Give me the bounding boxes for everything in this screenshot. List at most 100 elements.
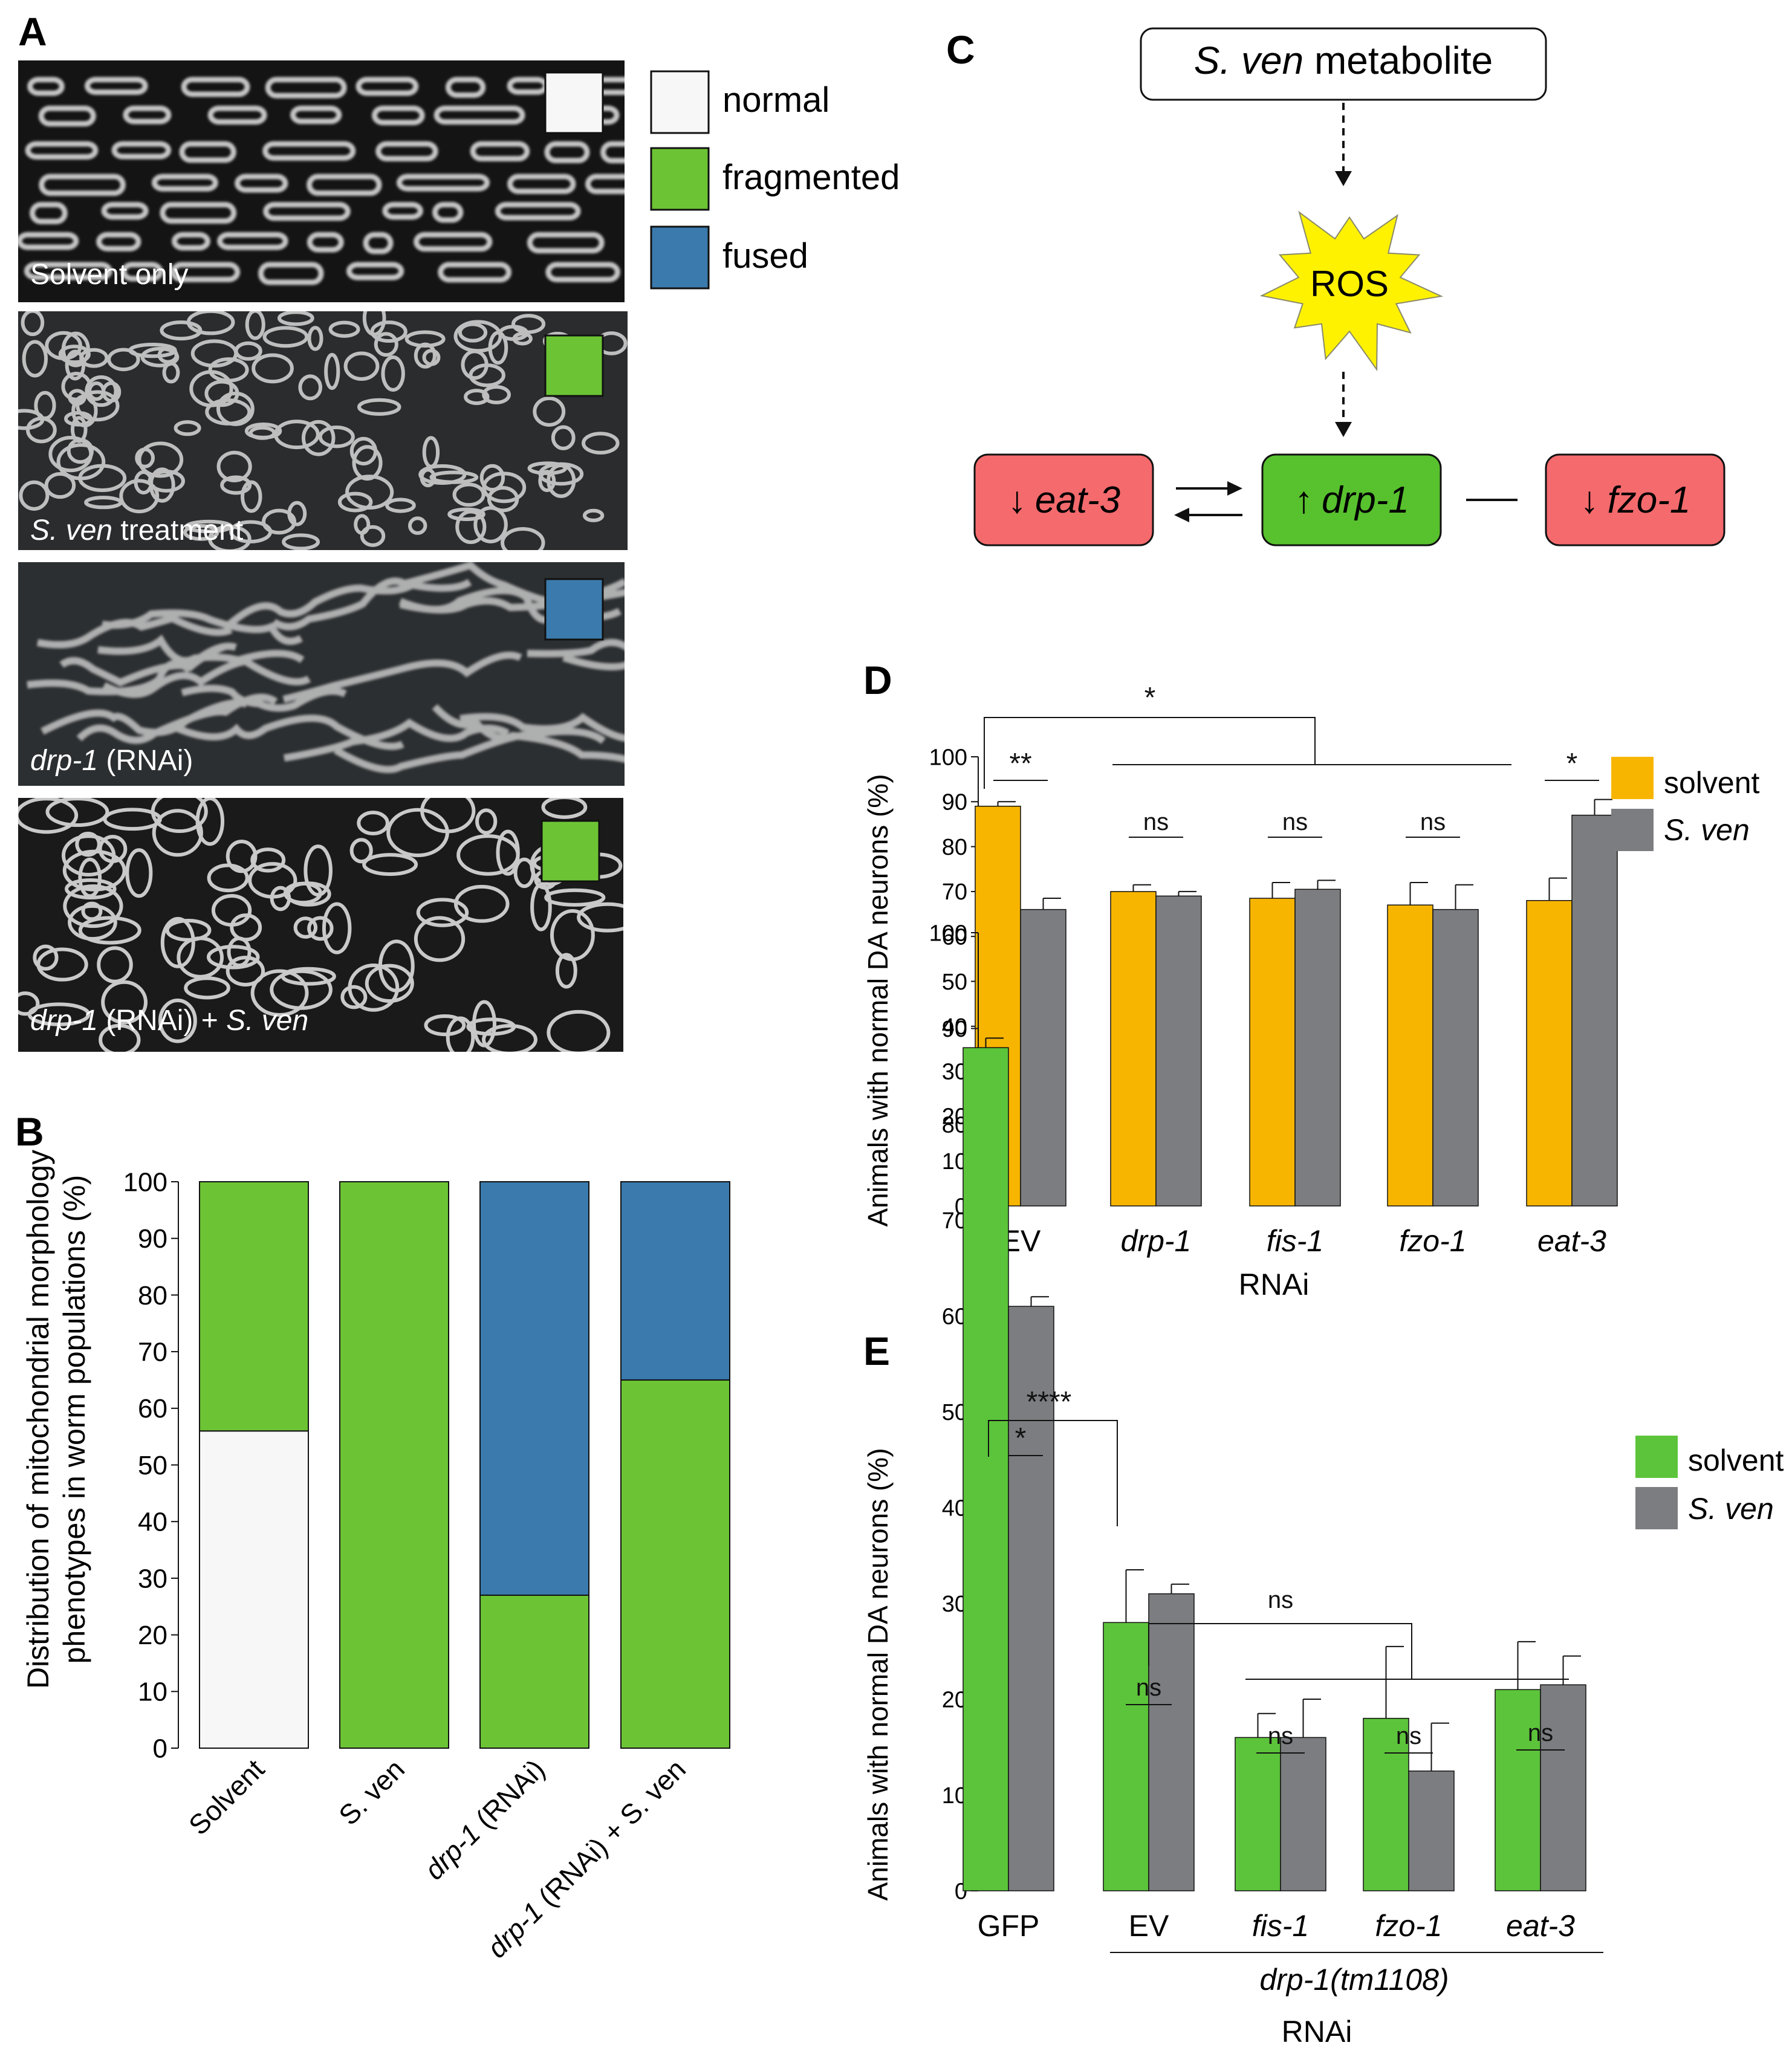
mitochondrion [461, 349, 489, 380]
chart-b-y-tick-label: 60 [138, 1394, 167, 1424]
mitochondrion [455, 510, 487, 544]
legend-a: normal fragmented fused [650, 70, 900, 290]
bar-b-fused [479, 1181, 589, 1596]
chart-d-bar [1155, 895, 1202, 1207]
drp1-box [1261, 453, 1442, 546]
chart-b-y-tick-label: 80 [138, 1281, 167, 1310]
mitochondrion [544, 141, 590, 164]
mitochondrion [262, 326, 309, 348]
image-label-drp1: drp-1 (RNAi) [30, 745, 193, 777]
fzo1-label: ↓ fzo-1 [1580, 479, 1691, 521]
mitochondrion [381, 355, 405, 392]
mitochondrion [533, 396, 566, 427]
mitochondrion [414, 916, 466, 962]
chart-b-y-tick-label: 100 [123, 1167, 167, 1197]
mitochondrion [363, 232, 394, 254]
mitochondrion [18, 991, 40, 1016]
mitochondrion [36, 947, 88, 982]
mitochondrion [64, 410, 93, 427]
mitochondrion [307, 232, 344, 253]
chart-d-bar [1432, 909, 1479, 1207]
mitochondrion [357, 398, 401, 416]
mitochondrion [97, 634, 305, 665]
mitochondrion [262, 141, 356, 161]
chart-d-bracket-label: * [1144, 682, 1156, 714]
mitochondrion [501, 527, 545, 550]
image-label-drp1-sven: drp-1 (RNAi) + S. ven [30, 1005, 308, 1037]
legend-e-swatch-solvent [1635, 1436, 1678, 1478]
legend-d-label-sven: S. ven [1664, 813, 1750, 847]
panel-e-letter: E [863, 1329, 890, 1373]
bar-b-fragmented [339, 1181, 449, 1749]
mitochondrion [293, 916, 318, 939]
mitochondrion [422, 436, 440, 468]
mitochondrion [544, 888, 606, 907]
mitochondrion [432, 704, 625, 763]
image-label-sven: S. ven treatment [30, 514, 243, 546]
mitochondrion [160, 320, 203, 341]
mitochondrion [165, 918, 212, 942]
mitochondrion [582, 432, 620, 455]
arrow-head-1 [1335, 171, 1352, 186]
swatch-fragmented-2 [544, 334, 604, 397]
chart-d-bracket [984, 717, 1316, 789]
chart-b-x-label: Solvent [183, 1753, 270, 1841]
mitochondrion [511, 314, 546, 334]
mitochondrion [65, 349, 86, 381]
chart-d-y-tick-label: 100 [929, 745, 967, 770]
chart-e-bar [1408, 1771, 1455, 1891]
mitochondrion [25, 141, 99, 160]
chart-d-xlabel: RNAi [1239, 1268, 1310, 1301]
chart-b-y-tick-label: 50 [138, 1451, 167, 1480]
arrow-head-2 [1335, 422, 1352, 437]
mitochondrion [374, 332, 398, 357]
chart-d-y-tick-label: 40 [942, 1014, 967, 1040]
mitochondrion [171, 232, 210, 251]
mitochondrion [235, 173, 288, 193]
chart-e-y-tick-label: 100 [929, 921, 967, 946]
mitochondrion [475, 808, 498, 835]
mitochondrion [349, 838, 373, 864]
mitochondrion [76, 390, 120, 422]
legend-label-normal: normal [722, 80, 829, 120]
mitochondrion [481, 1023, 537, 1052]
mitochondrion [227, 936, 252, 968]
mitochondrion [79, 348, 109, 368]
mitochondrion [39, 173, 126, 196]
mitochondrion [148, 469, 185, 493]
mitochondrion [482, 384, 511, 404]
chart-d-sig-label: ns [1282, 809, 1308, 835]
mitochondrion [328, 320, 360, 338]
mitochondrion [271, 577, 472, 630]
chart-d-x-label: fis-1 [1267, 1224, 1323, 1258]
fzo1-box [1545, 453, 1725, 546]
bar-b-fragmented [199, 1181, 309, 1432]
mitochondrion [207, 105, 267, 125]
bar-b-fragmented [479, 1595, 589, 1749]
mitochondrion [56, 443, 106, 481]
chart-e-sig-label: * [1015, 1422, 1027, 1454]
mitochondrion [487, 486, 519, 513]
chart-d-bar [1571, 814, 1618, 1207]
mitochondrion [75, 831, 101, 857]
swatch-normal-1 [544, 71, 604, 134]
chart-b-y-tick-label: 20 [138, 1621, 167, 1650]
eat3-box [973, 453, 1154, 546]
mitochondrion [507, 173, 576, 195]
mitochondrion [102, 657, 311, 698]
chart-d-y-tick-label: 70 [942, 880, 967, 905]
legend-swatch-fragmented [650, 147, 710, 211]
mitochondrion [370, 320, 407, 343]
mitochondrion [63, 884, 123, 928]
mitochondrion [76, 693, 278, 744]
mitochondrion [179, 141, 236, 163]
mitochondrion [21, 311, 45, 337]
chart-e-group-label: drp-1(tm1108) [1259, 1963, 1449, 1997]
mitochondrion [378, 939, 415, 993]
chart-b-x-label: S. ven [333, 1753, 411, 1831]
mitochondrion [119, 479, 160, 514]
chart-d-bar [1020, 909, 1066, 1207]
mitochondrion [365, 964, 414, 1003]
mitochondrion [45, 798, 109, 828]
